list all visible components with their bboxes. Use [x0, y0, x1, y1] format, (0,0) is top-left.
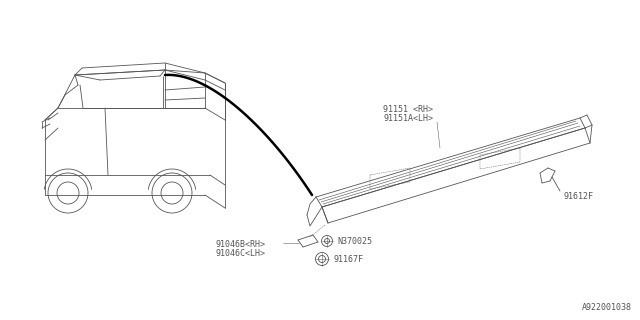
Text: N370025: N370025	[337, 236, 372, 245]
Text: 91151A<LH>: 91151A<LH>	[383, 114, 433, 123]
Text: 91612F: 91612F	[563, 192, 593, 201]
Text: 91167F: 91167F	[333, 254, 363, 263]
Text: 91046B<RH>: 91046B<RH>	[215, 240, 265, 249]
Text: 91046C<LH>: 91046C<LH>	[215, 249, 265, 258]
Text: 91151 <RH>: 91151 <RH>	[383, 105, 433, 114]
Text: A922001038: A922001038	[582, 303, 632, 312]
